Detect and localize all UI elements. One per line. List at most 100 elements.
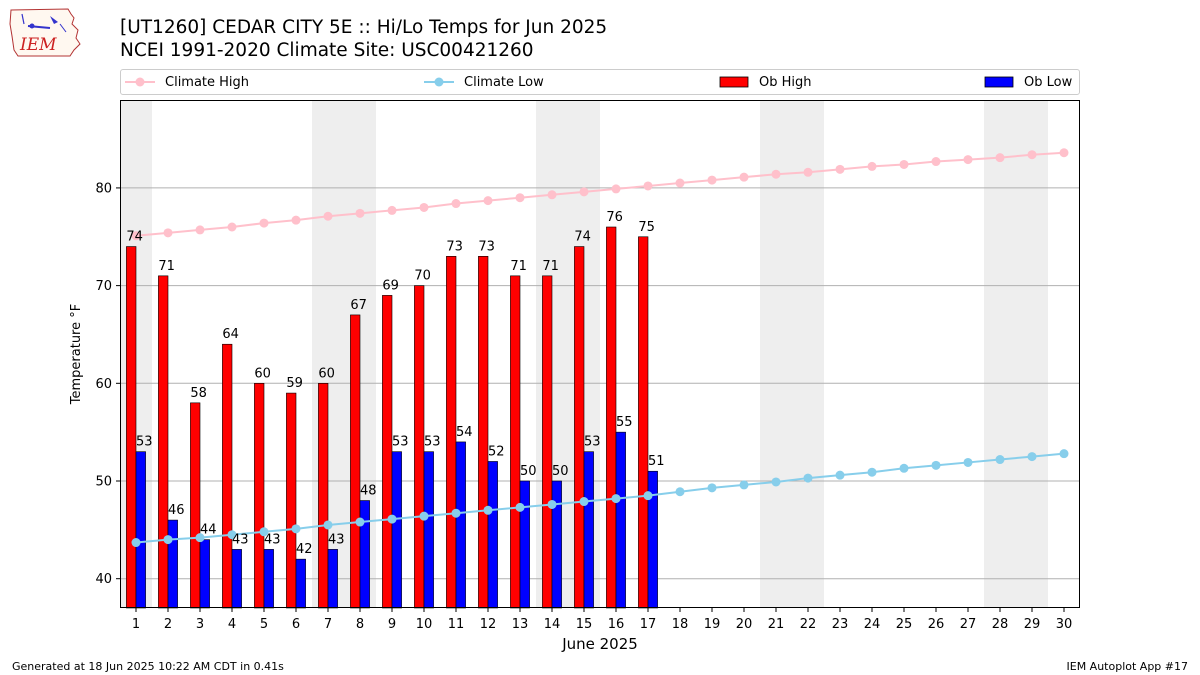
x-tick-label: 19: [704, 617, 721, 632]
ob-high-value-label: 71: [510, 259, 527, 274]
weekend-band: [984, 100, 1016, 608]
ob-low-value-label: 53: [584, 435, 601, 450]
ob-high-bar: [478, 256, 489, 609]
climate-low-point: [995, 455, 1005, 465]
ob-low-bar: [135, 451, 146, 609]
climate-low-point: [643, 491, 653, 501]
climate-low-point: [131, 538, 141, 548]
climate-high-point: [963, 155, 973, 165]
ob-low-value-label: 54: [456, 425, 473, 440]
climate-low-point: [547, 499, 557, 509]
ob-high-value-label: 59: [286, 376, 303, 391]
y-tick-label: 70: [95, 279, 112, 294]
ob-low-bar: [391, 451, 402, 609]
ob-low-value-label: 51: [648, 454, 665, 469]
x-tick-label: 28: [992, 617, 1009, 632]
legend-label-ob-low: Ob Low: [1024, 74, 1073, 90]
x-tick-label: 11: [448, 617, 465, 632]
ob-high-value-label: 60: [254, 366, 271, 381]
x-tick-label: 25: [896, 617, 913, 632]
ob-low-bar: [199, 539, 210, 609]
ob-low-bar: [455, 441, 466, 609]
x-tick-label: 13: [512, 617, 529, 632]
ob-high-bar: [190, 402, 201, 609]
ob-low-bar: [167, 519, 178, 609]
climate-lines: [131, 148, 1069, 548]
climate-high-point: [835, 164, 845, 174]
ob-high-bar: [414, 285, 425, 609]
x-tick-label: 18: [672, 617, 689, 632]
y-tick-label: 40: [95, 572, 112, 587]
x-tick-label: 24: [864, 617, 881, 632]
climate-low-point: [483, 505, 493, 515]
climate-low-point: [675, 487, 685, 497]
weekend-band: [1016, 100, 1048, 608]
bar-labels: 74 71 58 64 60 59 60 67 69 70 73 73 71 71 74 76 75 53 46 44…: [126, 210, 664, 557]
climate-high-point: [707, 175, 717, 185]
x-tick-label: 7: [324, 617, 332, 632]
x-tick-label: 21: [768, 617, 785, 632]
climate-low-point: [963, 457, 973, 467]
gridlines: [120, 187, 1080, 580]
ob-high-value-label: 75: [638, 220, 655, 235]
x-tick-label: 4: [228, 617, 236, 632]
climate-low-point: [867, 467, 877, 477]
ob-high-value-label: 76: [606, 210, 623, 225]
ob-low-value-label: 50: [552, 464, 569, 479]
ob-high-value-label: 69: [382, 278, 399, 293]
ob-high-value-label: 67: [350, 298, 367, 313]
climate-high-point: [355, 208, 365, 218]
ob-low-bar: [615, 431, 626, 609]
plot-frame: [120, 100, 1080, 608]
climate-high-point: [227, 222, 237, 232]
climate-low-point: [163, 535, 173, 545]
climate-low-point: [739, 480, 749, 490]
legend-label-ob-high: Ob High: [759, 74, 812, 90]
ob-high-value-label: 71: [542, 259, 559, 274]
climate-high-point: [611, 184, 621, 194]
legend-item-ob-high: Ob High: [719, 70, 812, 94]
climate-high-point: [291, 215, 301, 225]
climate-low-point: [1059, 449, 1069, 459]
x-tick-label: 8: [356, 617, 364, 632]
climate-high-point: [483, 196, 493, 206]
climate-high-point: [931, 157, 941, 167]
climate-high-point: [771, 169, 781, 179]
x-axis-label: June 2025: [561, 635, 638, 653]
ob-high-value-label: 64: [222, 327, 239, 342]
ob-high-bar: [126, 246, 137, 609]
climate-low-point: [707, 483, 717, 493]
legend-label-climate-high: Climate High: [165, 74, 250, 90]
climate-high-point: [1027, 150, 1037, 160]
x-tick-label: 20: [736, 617, 753, 632]
climate-low-point: [419, 511, 429, 521]
climate-high-point: [643, 181, 653, 191]
ob-low-bar: [327, 549, 338, 609]
y-tick-label: 60: [95, 377, 112, 392]
ob-high-bar: [254, 383, 265, 609]
y-tick-label: 50: [95, 475, 112, 490]
climate-high-point: [515, 193, 525, 203]
ob-high-value-label: 71: [158, 259, 175, 274]
ob-high-bar: [286, 392, 297, 609]
ob-low-bar: [295, 558, 306, 609]
climate-high-point: [1059, 148, 1069, 158]
climate-high-point: [163, 228, 173, 238]
ob-low-value-label: 43: [264, 532, 281, 547]
climate-high-point: [867, 161, 877, 171]
legend-swatch-ob-low: [984, 76, 1014, 88]
climate-low-point: [611, 494, 621, 504]
ob-high-value-label: 60: [318, 366, 335, 381]
climate-low-point: [803, 473, 813, 483]
climate-high-point: [259, 218, 269, 228]
weekend-band: [792, 100, 824, 608]
app-credit: IEM Autoplot App #17: [1066, 660, 1189, 673]
climate-high-point: [451, 199, 461, 209]
x-tick-label: 27: [960, 617, 977, 632]
ob-high-bar: [446, 256, 457, 609]
climate-low-point: [771, 477, 781, 487]
legend-item-climate-high: Climate High: [125, 70, 249, 94]
legend-swatch-ob-high: [719, 76, 749, 88]
